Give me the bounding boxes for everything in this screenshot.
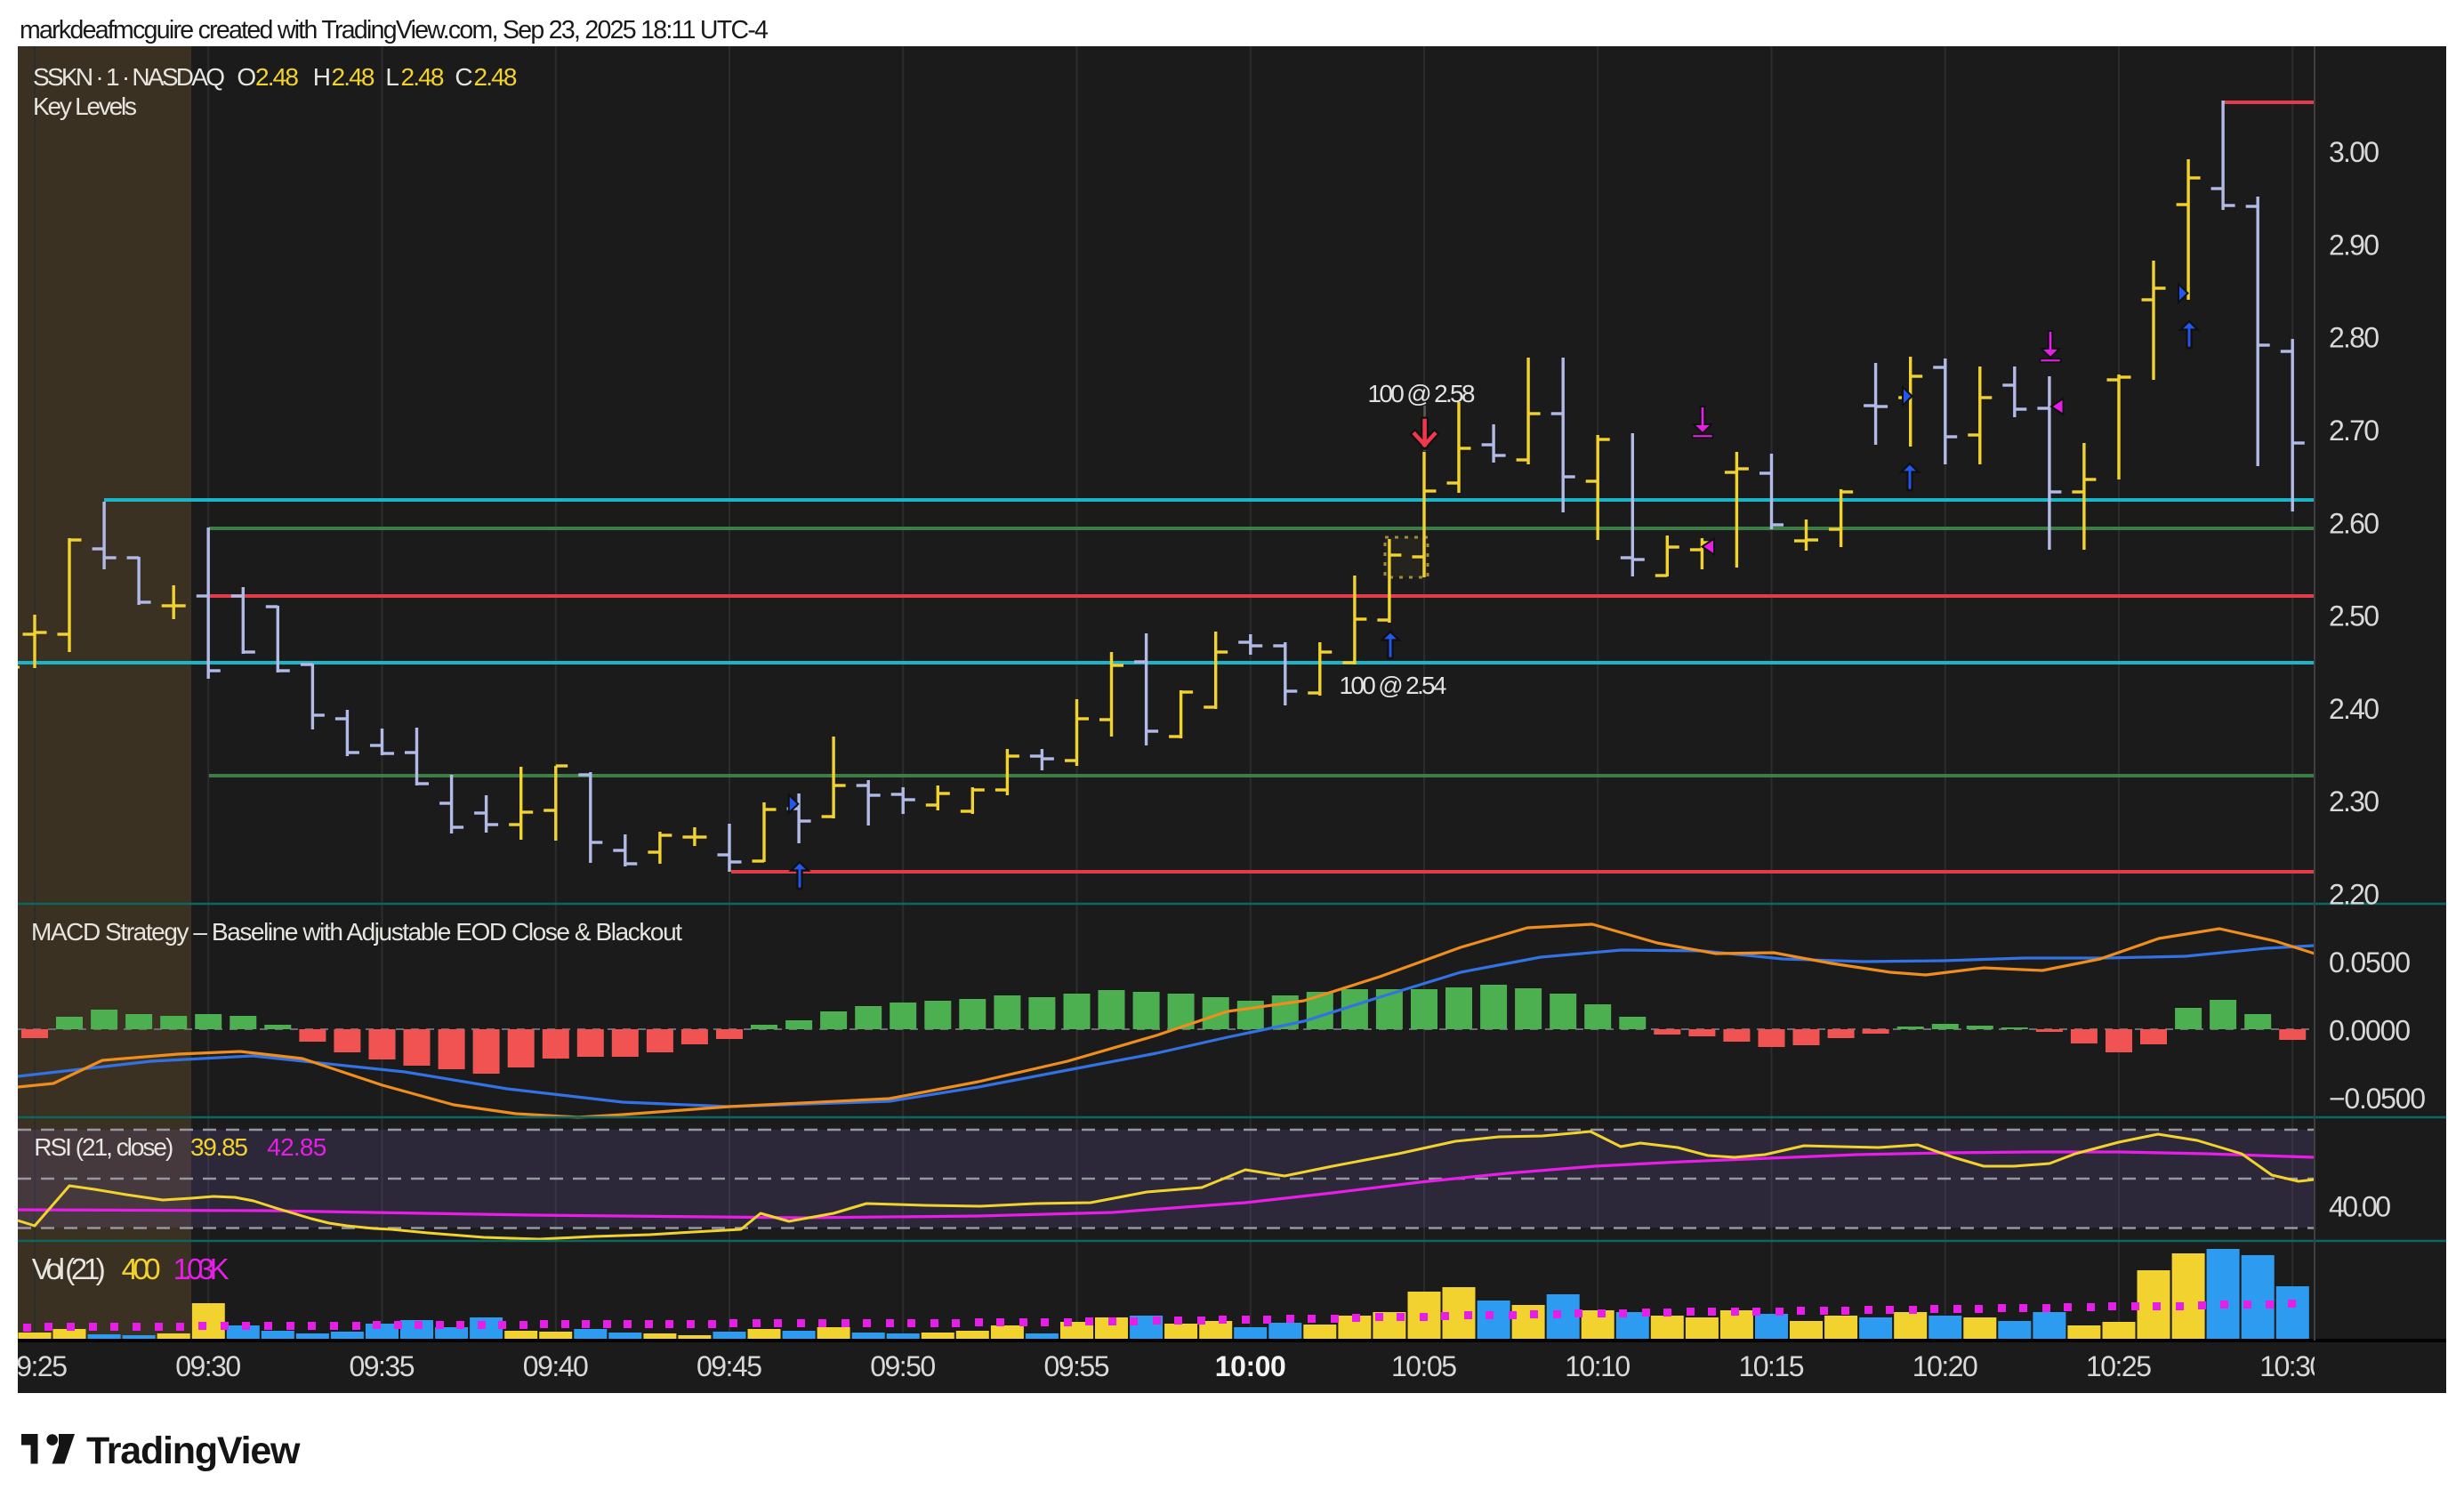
svg-text:2.20: 2.20 [2329,879,2379,911]
svg-text:2.90: 2.90 [2329,229,2379,261]
svg-text:09:50: 09:50 [870,1350,936,1382]
svg-text:2.48: 2.48 [255,63,299,91]
svg-text:2.30: 2.30 [2329,785,2379,817]
svg-text:10:25: 10:25 [2086,1350,2152,1382]
svg-text:2.60: 2.60 [2329,507,2379,539]
svg-text:2.48: 2.48 [401,63,445,91]
svg-text:10:05: 10:05 [1391,1350,1457,1382]
svg-text:42.85: 42.85 [267,1133,326,1161]
svg-text:09:25: 09:25 [2,1350,68,1382]
svg-text:39.85: 39.85 [190,1133,248,1161]
svg-text:400: 400 [122,1252,161,1285]
svg-text:2.70: 2.70 [2329,415,2379,447]
svg-text:1.03 K: 1.03 K [173,1252,229,1285]
svg-text:10:30: 10:30 [2259,1350,2325,1382]
svg-text:09:40: 09:40 [523,1350,589,1382]
svg-text:RSI (21, close): RSI (21, close) [34,1133,173,1161]
svg-text:−0.0500: −0.0500 [2329,1083,2426,1115]
svg-text:09:35: 09:35 [350,1350,415,1382]
svg-text:100 @ 2.58: 100 @ 2.58 [1368,380,1476,407]
svg-text:09:45: 09:45 [697,1350,762,1382]
svg-text:L: L [385,63,399,91]
svg-text:09:30: 09:30 [175,1350,241,1382]
svg-text:09:55: 09:55 [1044,1350,1110,1382]
svg-text:2.48: 2.48 [332,63,375,91]
svg-text:100 @ 2.54: 100 @ 2.54 [1340,672,1447,699]
svg-text:Key Levels: Key Levels [33,93,137,120]
svg-text:3.00: 3.00 [2329,136,2379,168]
svg-text:2.48: 2.48 [474,63,518,91]
svg-text:0.0000: 0.0000 [2329,1015,2411,1047]
svg-text:10:20: 10:20 [1912,1350,1978,1382]
svg-text:10:15: 10:15 [1739,1350,1805,1382]
svg-text:O: O [237,63,256,91]
svg-text:MACD Strategy – Baseline with: MACD Strategy – Baseline with Adjustable… [31,918,682,946]
svg-text:2.50: 2.50 [2329,600,2379,632]
svg-text:markdeafmcguire created with T: markdeafmcguire created with TradingView… [20,16,769,44]
svg-text:2.40: 2.40 [2329,693,2379,725]
svg-text:40.00: 40.00 [2329,1191,2391,1223]
svg-text:0.0500: 0.0500 [2329,946,2411,978]
svg-text:10:00: 10:00 [1215,1350,1286,1382]
svg-text:C: C [455,63,472,91]
svg-text:H: H [313,63,331,91]
svg-text:10:10: 10:10 [1565,1350,1631,1382]
svg-text:Vol (21): Vol (21) [32,1252,106,1285]
svg-text:SSKN · 1 · NASDAQ: SSKN · 1 · NASDAQ [33,63,225,91]
svg-text:TradingView: TradingView [86,1429,301,1472]
svg-text:2.80: 2.80 [2329,322,2379,354]
